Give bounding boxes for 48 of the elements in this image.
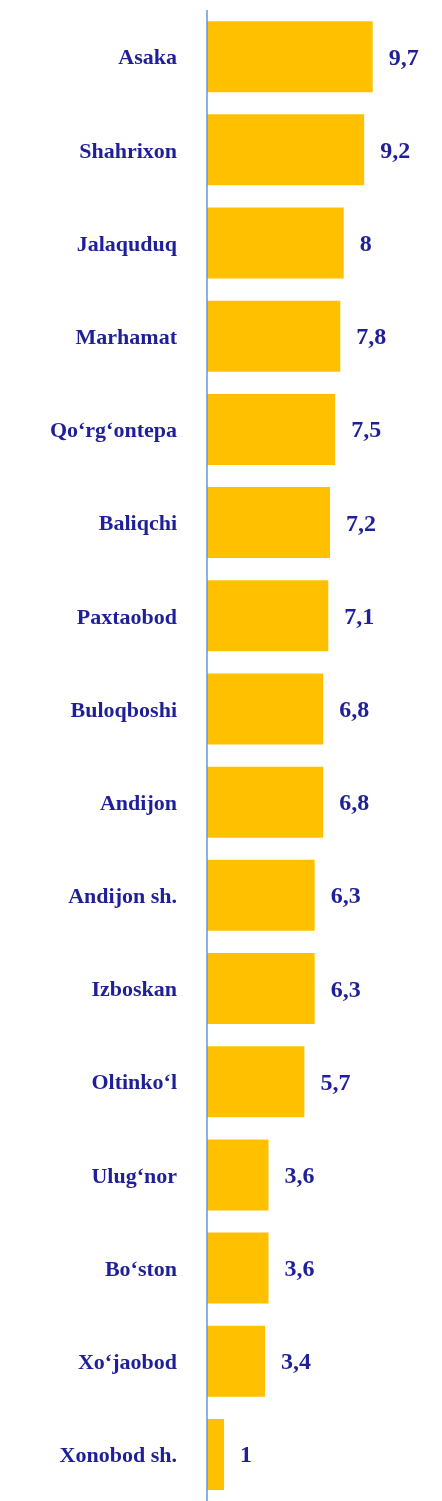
y-tick-label: Xonobod sh. bbox=[59, 1442, 177, 1468]
bar bbox=[207, 859, 315, 931]
data-label: 3,6 bbox=[284, 1161, 315, 1188]
data-label: 8 bbox=[359, 230, 372, 257]
bar bbox=[207, 300, 341, 372]
y-tick-label: Xo‘jaobod bbox=[77, 1349, 177, 1375]
bar bbox=[207, 580, 329, 652]
y-tick-label: Baliqchi bbox=[98, 510, 177, 536]
y-tick-label: Buloqboshi bbox=[70, 696, 177, 722]
y-tick-label: Izboskan bbox=[91, 976, 177, 1002]
data-label: 6,3 bbox=[330, 882, 361, 909]
bar bbox=[207, 487, 330, 559]
bar bbox=[207, 207, 344, 279]
bar bbox=[207, 1232, 269, 1304]
y-tick-label: Andijon sh. bbox=[68, 883, 177, 909]
bar bbox=[207, 673, 324, 745]
y-tick-label: Shahrixon bbox=[79, 137, 177, 163]
y-tick-label: Marhamat bbox=[75, 323, 178, 349]
y-tick-label: Ulug‘nor bbox=[91, 1162, 178, 1188]
bar bbox=[207, 1325, 266, 1397]
data-label: 9,7 bbox=[388, 43, 419, 70]
bar bbox=[207, 1419, 225, 1490]
data-label: 7,5 bbox=[351, 416, 382, 443]
bar bbox=[207, 766, 324, 838]
data-label: 3,4 bbox=[281, 1348, 312, 1375]
data-label: 6,8 bbox=[339, 789, 370, 816]
data-label: 9,2 bbox=[380, 136, 411, 163]
bar bbox=[207, 393, 336, 465]
bar bbox=[207, 21, 373, 93]
data-label: 7,1 bbox=[344, 602, 375, 629]
data-label: 7,2 bbox=[346, 509, 376, 536]
y-tick-label: Asaka bbox=[118, 44, 177, 70]
bar bbox=[207, 1046, 305, 1118]
y-tick-label: Jalaquduq bbox=[76, 230, 178, 256]
bar bbox=[207, 1139, 269, 1211]
data-label: 6,3 bbox=[330, 975, 361, 1002]
y-tick-label: Paxtaobod bbox=[76, 603, 177, 629]
data-label: 6,8 bbox=[339, 695, 370, 722]
y-tick-label: Qo‘rg‘ontepa bbox=[49, 417, 177, 443]
y-tick-label: Bo‘ston bbox=[104, 1255, 177, 1281]
y-tick-label: Andijon bbox=[99, 789, 177, 815]
data-label: 7,8 bbox=[356, 323, 387, 350]
data-label: 5,7 bbox=[320, 1068, 351, 1095]
y-tick-label: Oltinko‘l bbox=[91, 1069, 177, 1095]
data-label: 3,6 bbox=[284, 1255, 315, 1282]
bar bbox=[207, 114, 365, 186]
bar bbox=[207, 953, 315, 1025]
data-label: 1 bbox=[240, 1441, 253, 1468]
